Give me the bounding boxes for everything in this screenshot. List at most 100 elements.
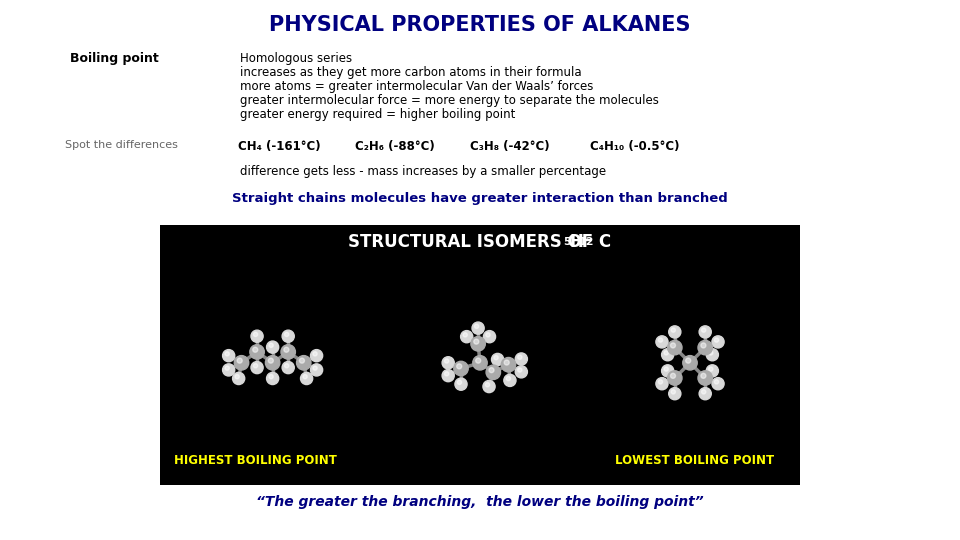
Circle shape	[443, 369, 454, 382]
Circle shape	[486, 383, 490, 387]
Circle shape	[455, 378, 468, 390]
Circle shape	[457, 380, 462, 384]
Circle shape	[223, 364, 235, 376]
Circle shape	[232, 373, 245, 384]
Circle shape	[251, 330, 263, 342]
Text: Straight chains molecules have greater interaction than branched: Straight chains molecules have greater i…	[232, 192, 728, 205]
Circle shape	[670, 373, 676, 379]
Circle shape	[461, 330, 472, 343]
Circle shape	[667, 340, 682, 355]
Text: Spot the differences: Spot the differences	[65, 140, 178, 150]
Circle shape	[486, 365, 500, 380]
Circle shape	[284, 347, 289, 352]
Circle shape	[253, 363, 257, 368]
Circle shape	[281, 345, 296, 359]
Circle shape	[661, 365, 674, 377]
Circle shape	[707, 349, 718, 361]
Circle shape	[253, 332, 257, 336]
Circle shape	[444, 359, 448, 363]
Circle shape	[656, 377, 668, 390]
Circle shape	[463, 333, 468, 337]
Bar	[160, 225, 800, 485]
Circle shape	[501, 357, 516, 372]
Circle shape	[669, 388, 681, 400]
Circle shape	[698, 340, 712, 355]
Circle shape	[667, 371, 682, 385]
Circle shape	[671, 328, 676, 332]
Circle shape	[661, 349, 674, 361]
Circle shape	[234, 355, 249, 370]
Circle shape	[714, 338, 719, 342]
Circle shape	[474, 324, 479, 328]
Circle shape	[267, 341, 278, 353]
Circle shape	[310, 364, 323, 376]
Circle shape	[516, 366, 527, 378]
Circle shape	[708, 367, 713, 371]
Circle shape	[702, 328, 706, 332]
Circle shape	[708, 351, 713, 355]
Circle shape	[656, 336, 668, 348]
Circle shape	[284, 332, 289, 336]
Circle shape	[444, 372, 448, 376]
Circle shape	[252, 347, 258, 352]
Circle shape	[683, 355, 697, 370]
Circle shape	[486, 333, 491, 337]
Circle shape	[699, 388, 711, 400]
Circle shape	[269, 343, 274, 347]
Circle shape	[268, 358, 274, 363]
Circle shape	[265, 355, 280, 370]
Circle shape	[235, 375, 239, 379]
Circle shape	[303, 375, 307, 379]
Circle shape	[457, 364, 462, 369]
Circle shape	[223, 349, 235, 362]
Circle shape	[671, 390, 676, 394]
Circle shape	[250, 345, 264, 359]
Text: 12: 12	[579, 237, 594, 247]
Circle shape	[702, 390, 706, 394]
Circle shape	[669, 326, 681, 338]
Circle shape	[701, 343, 706, 348]
Circle shape	[516, 353, 527, 365]
Text: increases as they get more carbon atoms in their formula: increases as they get more carbon atoms …	[240, 66, 582, 79]
Circle shape	[489, 368, 494, 373]
Circle shape	[313, 352, 317, 356]
Circle shape	[517, 368, 522, 372]
Circle shape	[659, 338, 662, 342]
Text: greater energy required = higher boiling point: greater energy required = higher boiling…	[240, 108, 516, 121]
Circle shape	[685, 358, 691, 363]
Text: “The greater the branching,  the lower the boiling point”: “The greater the branching, the lower th…	[256, 495, 704, 509]
Circle shape	[664, 351, 668, 355]
Circle shape	[712, 336, 724, 348]
Circle shape	[470, 336, 486, 351]
Circle shape	[494, 355, 498, 360]
Text: CH₄ (-161°C): CH₄ (-161°C)	[238, 140, 321, 153]
Circle shape	[282, 330, 295, 342]
Circle shape	[504, 374, 516, 387]
Circle shape	[714, 380, 719, 384]
Circle shape	[313, 366, 317, 370]
Text: 5: 5	[563, 237, 570, 247]
Circle shape	[225, 352, 229, 356]
Circle shape	[504, 360, 509, 365]
Circle shape	[454, 361, 468, 376]
Circle shape	[670, 343, 676, 348]
Text: STRUCTURAL ISOMERS OF C: STRUCTURAL ISOMERS OF C	[348, 233, 612, 251]
Circle shape	[484, 330, 495, 343]
Circle shape	[701, 373, 706, 379]
Circle shape	[659, 380, 662, 384]
Circle shape	[472, 322, 484, 334]
Text: more atoms = greater intermolecular Van der Waals’ forces: more atoms = greater intermolecular Van …	[240, 80, 593, 93]
Text: LOWEST BOILING POINT: LOWEST BOILING POINT	[615, 454, 775, 467]
Circle shape	[284, 363, 289, 368]
Circle shape	[474, 339, 479, 344]
Text: Homologous series: Homologous series	[240, 52, 352, 65]
Circle shape	[282, 361, 295, 374]
Circle shape	[267, 373, 278, 384]
Circle shape	[707, 365, 718, 377]
Circle shape	[472, 355, 488, 370]
Circle shape	[699, 326, 711, 338]
Circle shape	[506, 376, 511, 381]
Circle shape	[300, 358, 304, 363]
Text: C₂H₆ (-88°C): C₂H₆ (-88°C)	[355, 140, 435, 153]
Circle shape	[251, 361, 263, 374]
